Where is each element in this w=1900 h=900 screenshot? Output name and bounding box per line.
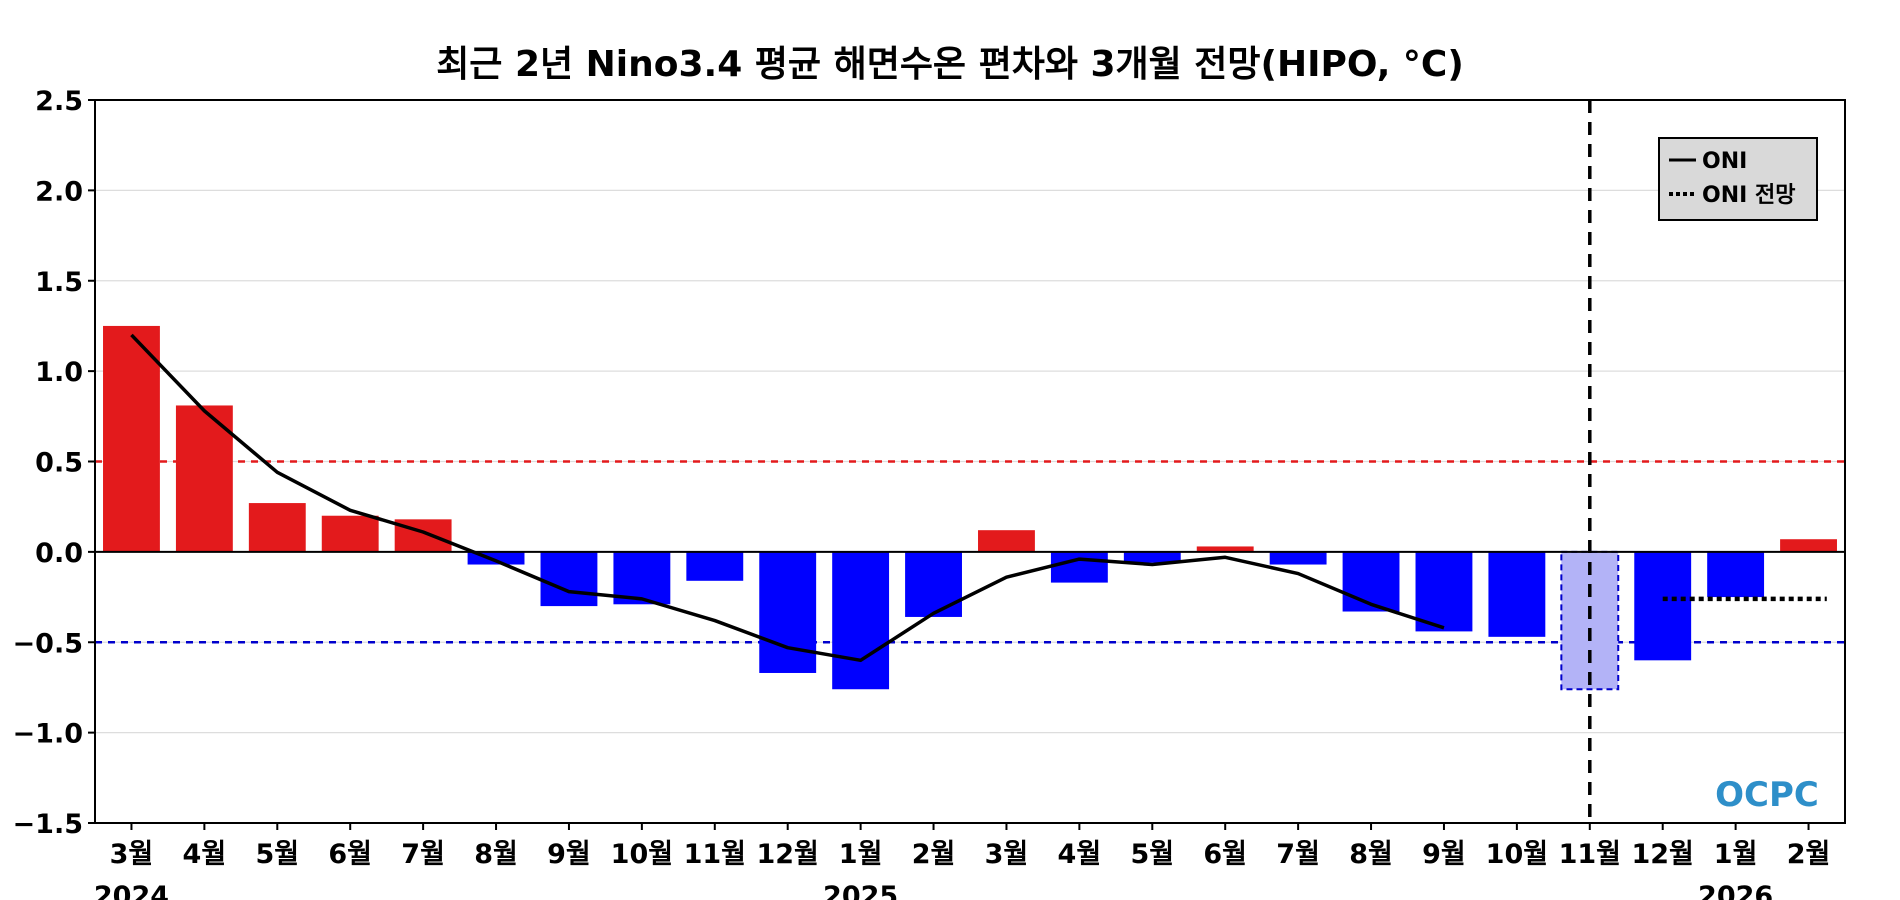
bar <box>1123 551 1181 563</box>
bar <box>905 551 962 617</box>
x-tick-label: 2월 <box>912 839 956 870</box>
ocpc-logo-text: OCPC <box>1715 775 1819 815</box>
y-tick-label: 0.5 <box>35 448 83 479</box>
bar <box>1342 551 1400 612</box>
y-tick-label: 2.5 <box>35 86 83 117</box>
bar <box>540 551 598 607</box>
bar <box>832 551 890 690</box>
legend-oni-label: ONI <box>1702 149 1747 174</box>
x-tick-label: 7월 <box>1276 839 1320 870</box>
x-axis-ticks: 3월 4월 5월 6월 7월 8월 9월 10월 11월 12월 1월 2월 3월 4월 5월 6월 7월 8월 9… <box>94 823 1830 900</box>
bar <box>321 515 379 552</box>
y-tick-label: 0.0 <box>35 538 83 569</box>
x-tick-label: 6월 <box>1203 839 1247 870</box>
x-tick-label: 1월 <box>1714 839 1758 870</box>
y-tick-label: −0.5 <box>13 628 83 659</box>
x-tick-label: 9월 <box>547 839 591 870</box>
x-tick-label: 5월 <box>1130 839 1174 870</box>
legend-forecast-label: ONI 전망 <box>1702 183 1795 208</box>
bar <box>103 325 160 552</box>
x-tick-label: 11월 <box>684 839 746 870</box>
x-tick-label: 4월 <box>183 839 227 870</box>
y-tick-label: 1.5 <box>35 267 83 298</box>
bar <box>1707 551 1765 598</box>
x-year-label: 2025 <box>823 881 898 900</box>
x-tick-label: 9월 <box>1422 839 1466 870</box>
y-tick-label: −1.0 <box>13 719 83 750</box>
x-year-label: 2024 <box>94 881 169 900</box>
x-tick-label: 5월 <box>255 839 299 870</box>
bar <box>175 405 233 552</box>
oni-line-series <box>130 333 1827 663</box>
bar <box>686 551 744 581</box>
oni-line <box>130 333 1445 663</box>
threshold-lines <box>95 460 1845 644</box>
bar <box>759 551 817 673</box>
x-tick-label: 11월 <box>1559 839 1621 870</box>
x-tick-label: 8월 <box>1349 839 1393 870</box>
y-tick-label: 1.0 <box>35 357 83 388</box>
x-tick-label: 12월 <box>1631 839 1693 870</box>
ocpc-logo: OCPC <box>1715 775 1819 815</box>
bar <box>1269 551 1327 565</box>
x-tick-label: 10월 <box>1486 839 1548 870</box>
bar <box>1415 551 1473 632</box>
bar <box>1780 539 1837 552</box>
x-tick-label: 2월 <box>1787 839 1831 870</box>
bar <box>1050 551 1108 583</box>
bar <box>394 519 452 552</box>
x-year-label: 2026 <box>1698 881 1773 900</box>
bar <box>978 530 1035 552</box>
y-tick-label: −1.5 <box>13 809 83 840</box>
bar <box>1634 551 1692 661</box>
x-tick-label: 6월 <box>328 839 372 870</box>
legend: ONI ONI 전망 <box>1658 137 1818 221</box>
bar <box>1488 551 1546 637</box>
x-tick-label: 10월 <box>611 839 673 870</box>
x-tick-label: 3월 <box>110 839 154 870</box>
chart-title: 최근 2년 Nino3.4 평균 해면수온 편차와 3개월 전망(HIPO, °… <box>436 44 1464 85</box>
bar <box>1196 546 1254 552</box>
y-tick-label: 2.0 <box>35 176 83 207</box>
y-axis-ticks: 2.5 2.0 1.5 1.0 0.5 0.0 −0.5 −1.0 −1.5 <box>13 86 95 840</box>
x-tick-label: 12월 <box>756 839 818 870</box>
x-tick-label: 8월 <box>474 839 518 870</box>
bar <box>248 503 306 552</box>
x-tick-label: 4월 <box>1058 839 1102 870</box>
bar-series <box>103 325 1837 691</box>
x-tick-label: 1월 <box>839 839 883 870</box>
legend-box <box>1658 137 1818 221</box>
x-tick-label: 3월 <box>985 839 1029 870</box>
x-tick-label: 7월 <box>401 839 445 870</box>
